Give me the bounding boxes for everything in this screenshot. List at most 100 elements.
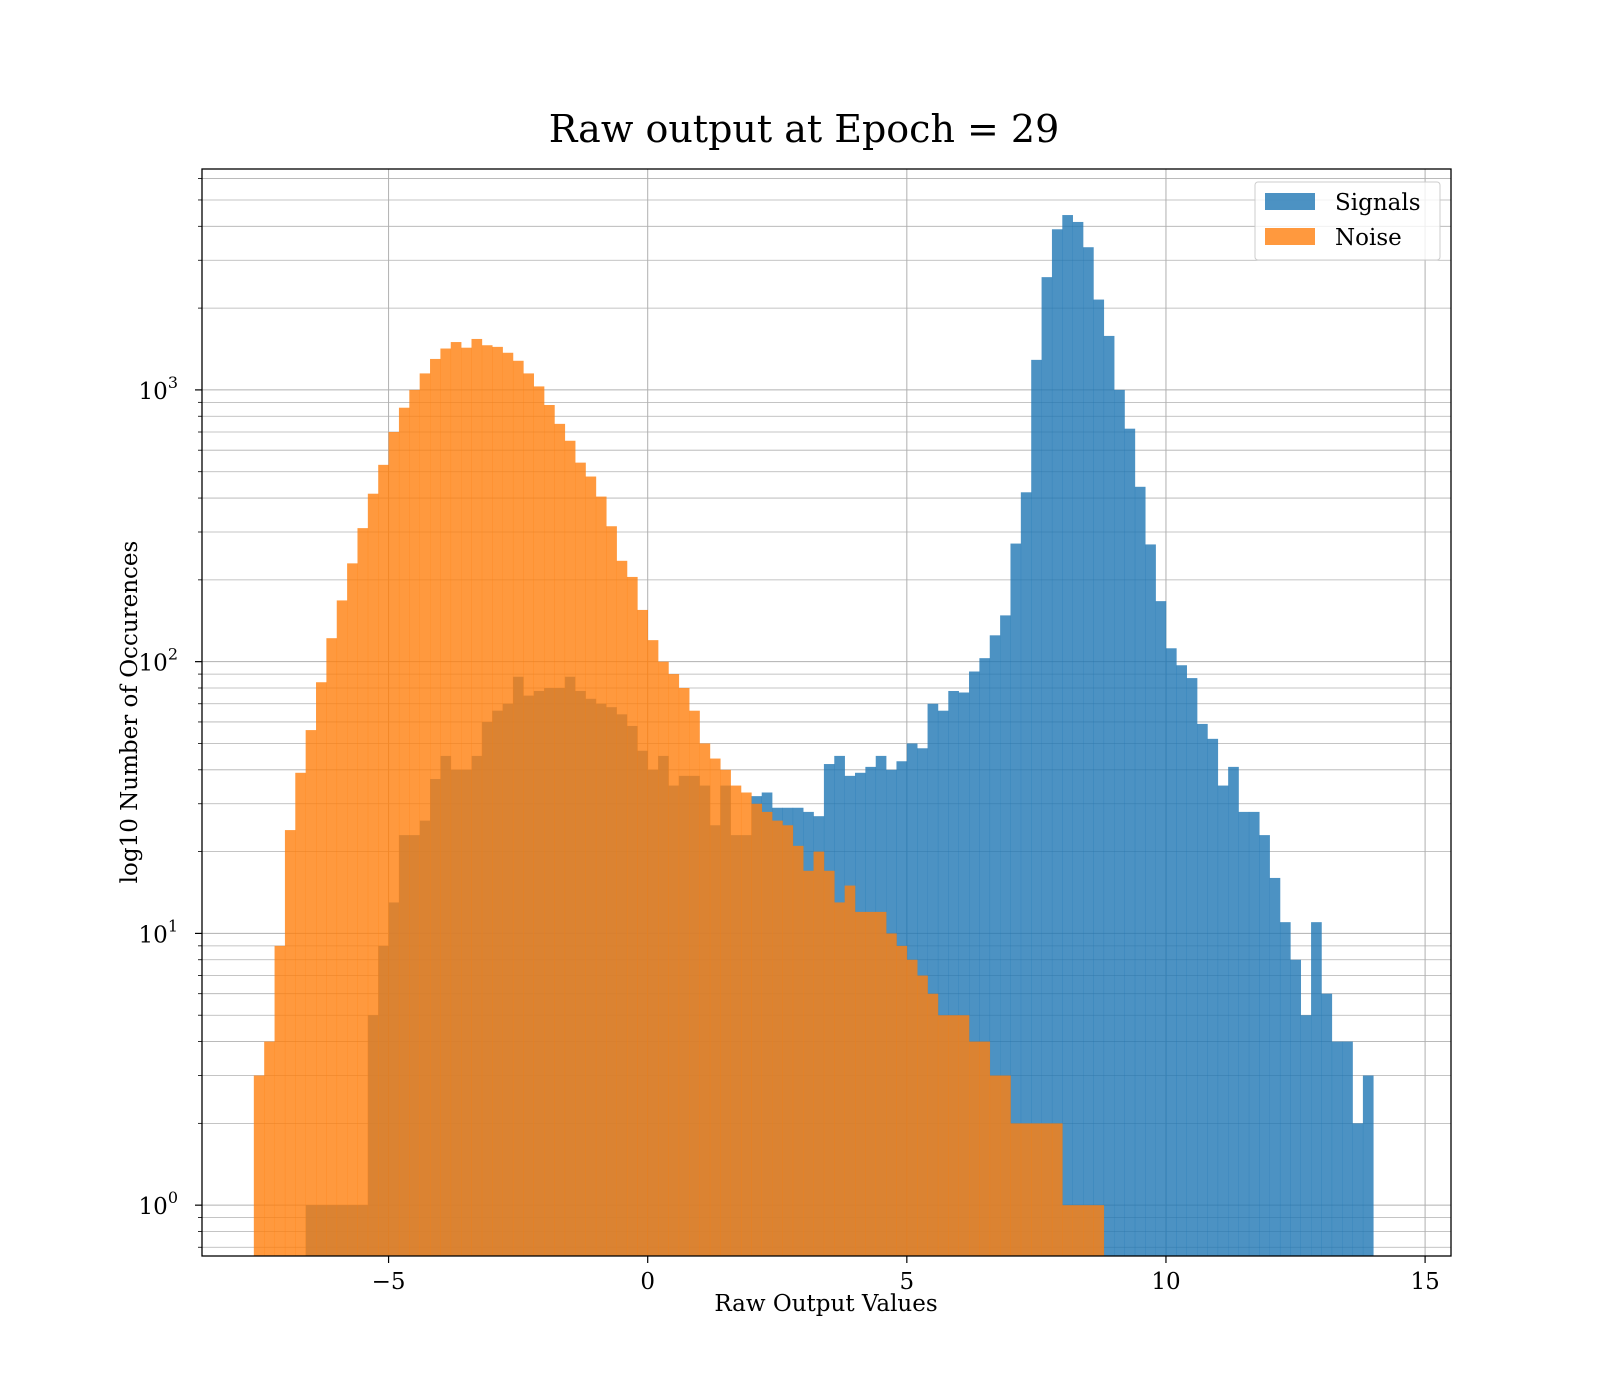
bar-signals bbox=[1259, 835, 1270, 1256]
bar-signals bbox=[1103, 335, 1115, 1256]
bar-noise bbox=[699, 743, 711, 1256]
x-tick-label: −5 bbox=[372, 1269, 406, 1295]
bar-signals bbox=[1051, 229, 1063, 1257]
bar-signals bbox=[1269, 877, 1281, 1256]
bar-signals bbox=[1207, 738, 1219, 1256]
bar-signals bbox=[1010, 543, 1022, 1256]
bar-signals bbox=[1228, 766, 1239, 1256]
bar-noise bbox=[1010, 1123, 1022, 1256]
bar-noise bbox=[906, 959, 918, 1256]
bar-noise bbox=[564, 440, 576, 1256]
bar-noise bbox=[523, 373, 534, 1257]
bar-signals bbox=[1134, 486, 1146, 1257]
x-tick-label: 5 bbox=[900, 1269, 915, 1295]
bar-noise bbox=[367, 493, 379, 1257]
bars bbox=[253, 215, 1374, 1257]
x-tick-label: 0 bbox=[640, 1269, 655, 1295]
legend-swatch-signals bbox=[1265, 193, 1315, 210]
legend-swatch-noise bbox=[1265, 228, 1315, 245]
plot-area-frame bbox=[201, 168, 1452, 1257]
bar-signals bbox=[1331, 1041, 1343, 1256]
bar-signals bbox=[1217, 785, 1229, 1256]
y-axis-label: log10 Number of Occurences bbox=[117, 541, 143, 884]
bar-noise bbox=[989, 1075, 1001, 1256]
bar-noise bbox=[502, 352, 514, 1257]
bar-noise bbox=[979, 1041, 991, 1256]
bar-signals bbox=[979, 658, 991, 1256]
bar-noise bbox=[430, 358, 441, 1257]
x-axis-label: Raw Output Values bbox=[714, 1291, 937, 1317]
bar-noise bbox=[668, 674, 680, 1256]
chart-title: Raw output at Epoch = 29 bbox=[549, 107, 1060, 151]
bar-noise bbox=[875, 911, 887, 1256]
bar-noise bbox=[937, 1015, 949, 1256]
bar-noise bbox=[1051, 1123, 1063, 1256]
bar-signals bbox=[1186, 678, 1198, 1256]
bar-noise bbox=[585, 476, 597, 1257]
bar-noise bbox=[616, 560, 628, 1256]
bar-signals bbox=[1311, 922, 1322, 1256]
bar-noise bbox=[658, 661, 669, 1256]
bar-signals bbox=[1352, 1123, 1364, 1256]
bar-signals bbox=[1248, 811, 1260, 1256]
bar-signals bbox=[958, 692, 970, 1256]
bar-noise bbox=[544, 404, 555, 1256]
bar-noise bbox=[865, 911, 877, 1256]
bar-noise bbox=[834, 902, 845, 1256]
bar-noise bbox=[637, 609, 649, 1256]
tick-labels: −5 0 5 10 15 100 101 102 103 bbox=[139, 178, 1440, 1295]
bar-noise bbox=[274, 945, 286, 1256]
bar-noise bbox=[440, 348, 452, 1256]
legend: Signals Noise bbox=[1254, 181, 1441, 261]
bar-signals bbox=[1031, 359, 1042, 1256]
bar-noise bbox=[398, 407, 410, 1257]
bar-signals bbox=[1020, 492, 1032, 1256]
bar-noise bbox=[295, 772, 306, 1256]
bar-noise bbox=[709, 758, 721, 1256]
bar-signals bbox=[1114, 389, 1125, 1257]
bar-signals bbox=[1176, 665, 1187, 1256]
bar-noise bbox=[595, 496, 607, 1256]
bar-noise bbox=[575, 462, 586, 1256]
legend-label-signals: Signals bbox=[1335, 190, 1421, 216]
bar-noise bbox=[751, 803, 763, 1256]
bar-noise bbox=[409, 389, 420, 1257]
bar-noise bbox=[792, 845, 804, 1256]
bar-noise bbox=[813, 851, 825, 1256]
bar-noise bbox=[917, 975, 928, 1256]
bar-noise bbox=[761, 811, 773, 1256]
bar-noise bbox=[730, 785, 742, 1256]
bar-noise bbox=[419, 373, 431, 1257]
bar-noise bbox=[606, 526, 617, 1256]
y-tick-label: 102 bbox=[139, 645, 178, 677]
y-tick-label: 101 bbox=[139, 916, 178, 948]
y-tick-label: 100 bbox=[139, 1188, 178, 1220]
bar-noise bbox=[471, 338, 483, 1256]
bar-signals bbox=[1362, 1075, 1374, 1256]
bar-signals bbox=[1062, 215, 1073, 1257]
bar-noise bbox=[1062, 1205, 1073, 1256]
bar-noise bbox=[357, 528, 369, 1256]
bar-signals bbox=[1124, 428, 1136, 1257]
bar-noise bbox=[336, 600, 348, 1256]
bar-signals bbox=[1342, 1041, 1353, 1256]
bar-noise bbox=[284, 830, 296, 1256]
bar-signals bbox=[989, 635, 1001, 1256]
bar-noise bbox=[803, 870, 814, 1256]
bar-signals bbox=[1290, 959, 1302, 1256]
bar-signals bbox=[1238, 811, 1250, 1256]
x-tick-label: 10 bbox=[1151, 1269, 1180, 1295]
bar-signals bbox=[1197, 723, 1208, 1256]
bar-signals bbox=[1279, 922, 1291, 1256]
bar-noise bbox=[855, 911, 866, 1256]
bar-noise bbox=[844, 885, 856, 1256]
bar-noise bbox=[948, 1015, 959, 1256]
bar-noise bbox=[720, 769, 731, 1256]
bar-signals bbox=[1083, 247, 1094, 1256]
bar-signals bbox=[1165, 648, 1177, 1256]
bar-signals bbox=[1321, 993, 1333, 1256]
bar-noise bbox=[782, 825, 794, 1256]
bar-signals bbox=[1000, 615, 1011, 1256]
bar-noise bbox=[1000, 1075, 1011, 1256]
